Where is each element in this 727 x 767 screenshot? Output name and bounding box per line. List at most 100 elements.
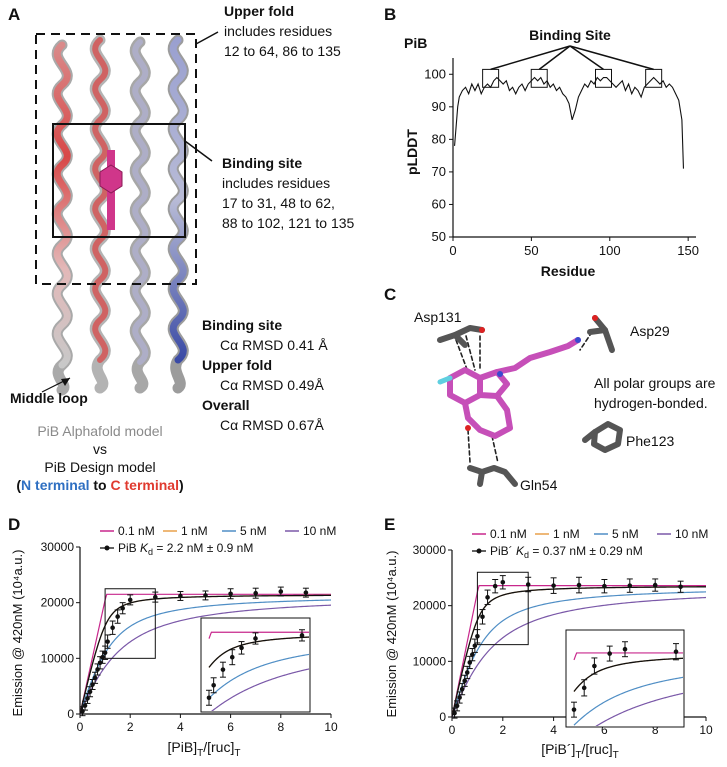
chart-e-data-legend-label: PiB´ Kd = 0.37 nM ± 0.29 nM — [490, 544, 643, 560]
chart-e-data-point — [678, 584, 683, 590]
caption-terminal-legend: (N terminal to C terminal) — [16, 477, 183, 493]
chart-e-data-point — [492, 583, 498, 589]
chart-d-inset-data-point — [229, 654, 235, 660]
chart-d-x-tick-label: 0 — [77, 720, 84, 734]
binding-site-title: Binding site — [222, 155, 302, 171]
chart-b-y-tick-label: 50 — [432, 229, 446, 244]
chart-d-legend-label: 5 nM — [240, 524, 267, 538]
chart-d-zoom-box — [104, 588, 156, 659]
chart-e-fit-curve — [451, 591, 707, 718]
chart-e-y-tick-label: 0 — [439, 710, 446, 724]
binding-site-box — [52, 123, 186, 238]
chart-e-data-point — [576, 582, 582, 588]
chart-b-y-tick-label: 70 — [432, 164, 446, 179]
rmsd-overall-value: Cα RMSD 0.67Å — [220, 417, 324, 433]
chart-e-data-point — [470, 652, 475, 657]
chart-e-data-point — [467, 660, 473, 665]
chart-d-inset-data-point — [253, 636, 258, 641]
chart-d-y-tick-label: 10000 — [41, 651, 75, 665]
binding-site-annotation: Binding Site — [529, 27, 611, 43]
chart-b-y-tick-label: 80 — [432, 131, 446, 146]
chart-e-x-tick-label: 6 — [601, 723, 608, 737]
upper-fold-line2: 12 to 64, 86 to 135 — [224, 43, 341, 59]
chart-e-inset-data-point — [622, 646, 628, 652]
chart-e-legend-label: 0.1 nM — [490, 527, 527, 541]
chart-e-data-point — [551, 583, 556, 588]
chart-d-inset-content — [206, 629, 309, 711]
chart-b-x-tick-label: 150 — [677, 243, 699, 258]
chart-d-x-tick-label: 6 — [227, 720, 234, 734]
chart-d-x-tick-label: 10 — [324, 720, 338, 734]
chart-e-legend-label: 10 nM — [675, 527, 708, 541]
chart-d-legend-label: 0.1 nM — [118, 524, 155, 538]
chart-d-data-point — [178, 593, 183, 599]
chart-e-data-point — [459, 686, 465, 692]
caption-alphafold: PiB Alphafold model — [37, 423, 162, 439]
chart-d-data-point — [120, 605, 125, 611]
chart-d-inset-curve — [208, 653, 309, 699]
chart-d-x-tick-label: 2 — [127, 720, 134, 734]
chart-d-data-point — [110, 625, 115, 631]
chart-d-x-tick-label: 8 — [277, 720, 284, 734]
gln54-label: Gln54 — [520, 477, 558, 493]
asp29-label: Asp29 — [630, 323, 670, 339]
chart-d-data-point — [95, 667, 100, 672]
chart-d-data-point — [115, 614, 120, 619]
chart-e-zoom-box — [476, 571, 529, 646]
chart-d-data-point — [303, 590, 309, 595]
chart-e-x-tick-label: 10 — [699, 723, 713, 737]
chart-d-ylabel: Emission @ 420nM (10⁴a.u.) — [10, 550, 25, 717]
chart-d-inset-data-point — [211, 682, 216, 688]
upper-fold-line1: includes residues — [224, 23, 332, 39]
chart-d-inset-curve — [208, 631, 309, 639]
chart-e-data-legend-marker — [476, 548, 482, 554]
chart-e-x-tick-label: 8 — [652, 723, 659, 737]
c-terminal-label: C terminal — [111, 477, 179, 493]
panel-b-label: B — [384, 5, 396, 24]
chart-d-data-point — [100, 654, 105, 660]
panel-d-label: D — [8, 515, 20, 534]
chart-d-xlabel: [PiB]T/[ruc]T — [168, 739, 241, 759]
chart-d-inset-data-point — [220, 667, 226, 672]
chart-b-x-tick-label: 50 — [524, 243, 538, 258]
chart-d-data-point — [203, 593, 208, 598]
chart-b-x-tick-label: 0 — [449, 243, 456, 258]
binding-site-line2: 17 to 31, 48 to 62, — [222, 195, 335, 211]
chart-e-data-point — [472, 643, 478, 649]
chart-e-inset-content — [571, 641, 683, 726]
chart-e-inset-curve — [573, 676, 683, 726]
chart-e-data-point — [452, 710, 457, 716]
chart-e-ylabel: Emission @ 420nM (10⁴a.u.) — [384, 551, 399, 718]
rmsd-upper-fold-title: Upper fold — [202, 357, 272, 373]
panel-e: E Emission @ 420nM (10⁴a.u.) [PiB´]T/[ru… — [384, 515, 713, 761]
chart-e-inset-data-point — [673, 649, 679, 655]
chart-d-data-point — [278, 589, 284, 594]
chart-e-inset-data-point — [581, 685, 587, 691]
chart-e-data-point — [485, 595, 490, 600]
chart-e-inset-curve — [595, 692, 683, 726]
chart-d-data-point — [92, 675, 98, 681]
rmsd-upper-fold-value: Cα RMSD 0.49Å — [220, 377, 324, 393]
panel-a-label: A — [8, 5, 20, 24]
chart-e-plot: 0 2 4 6 8 10 0 10000 20000 30000 0.1 nM 1 nM 5 nM 10 … — [413, 527, 713, 737]
chart-b-x-tick-label: 100 — [599, 243, 621, 258]
chart-b-y-tick-label: 100 — [424, 66, 446, 81]
chart-e-data-point — [602, 583, 607, 589]
caption-vs: vs — [93, 441, 107, 457]
chart-d-plot: 0 2 4 6 8 10 0 10000 20000 30000 0.1 nM 1 nM 5 nM 10 … — [41, 524, 338, 734]
chart-e-data-point — [652, 582, 658, 588]
chart-d-data-point — [87, 689, 93, 695]
chart-d-x-tick-label: 4 — [177, 720, 184, 734]
chart-e-data-point — [464, 670, 470, 675]
polar-note-line1: All polar groups are — [594, 375, 716, 391]
chart-e-inset-data-point — [607, 651, 612, 656]
chart-e-x-tick-label: 4 — [550, 723, 557, 737]
chart-e-inset-curve — [573, 652, 683, 661]
chart-b-y-tick-label: 60 — [432, 196, 446, 211]
chart-e-x-tick-label: 2 — [499, 723, 506, 737]
chart-e-data-point — [480, 614, 485, 620]
rmsd-overall-title: Overall — [202, 397, 249, 413]
chart-d-inset-data-point — [206, 695, 212, 701]
chart-e-legend-label: 1 nM — [553, 527, 580, 541]
